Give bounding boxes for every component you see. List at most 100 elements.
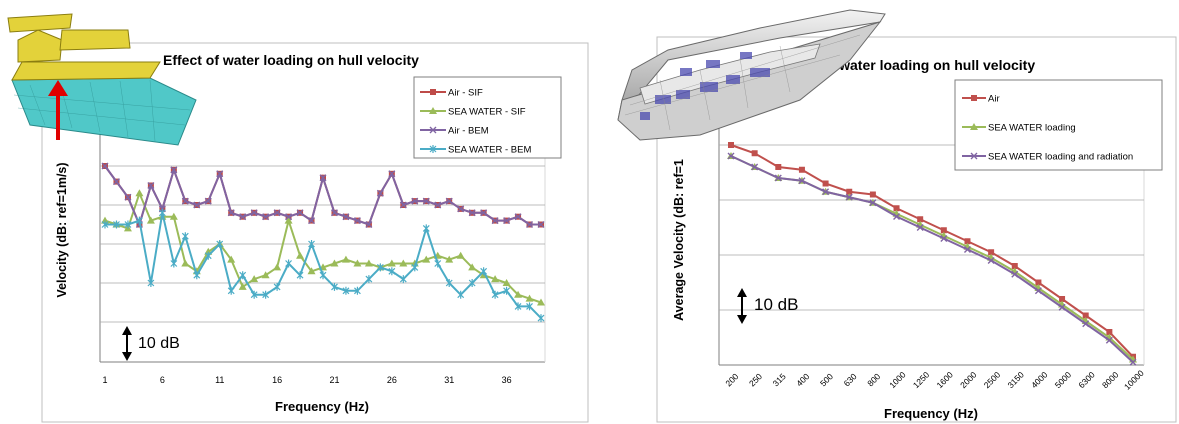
left-data-point [273, 263, 282, 271]
right-data-point [845, 193, 853, 201]
left-data-point [399, 201, 407, 209]
left-data-point [480, 209, 488, 217]
left-data-point [422, 255, 431, 263]
right-data-point [940, 227, 947, 234]
left-legend-marker [429, 107, 437, 114]
left-data-point [170, 259, 178, 268]
left-legend-label: SEA WATER - BEM [448, 145, 531, 156]
left-data-point [273, 282, 281, 291]
left-legend-label: Air - BEM [448, 126, 489, 137]
excitation-arrow-head [48, 80, 68, 96]
left-x-tick-label: 1 [102, 375, 107, 385]
left-data-point [387, 259, 396, 267]
left-legend: Air - SIF SEA WATER - SIF Air - BEM SEA WAT… [413, 76, 562, 159]
left-data-point [308, 217, 316, 225]
left-scale-label: 10 dB [138, 335, 180, 352]
left-data-point [181, 197, 189, 205]
left-legend-box [413, 76, 562, 159]
left-x-tick-label: 6 [160, 375, 165, 385]
left-data-point [376, 189, 384, 197]
left-data-point [296, 271, 304, 280]
left-data-point [526, 221, 534, 228]
left-data-point [388, 267, 396, 276]
left-data-point [480, 267, 488, 276]
left-data-point [101, 162, 109, 170]
left-data-point [537, 298, 545, 306]
left-data-point [239, 271, 247, 280]
right-legend-label: SEA WATER loading and radiation [988, 152, 1133, 163]
yacht-model-image [617, 9, 886, 141]
right-legend-item: SEA WATER loading and radiation [962, 152, 1133, 163]
right-chart: of water loading on hull velocity 200 250… [617, 9, 1177, 423]
right-data-point [988, 249, 995, 256]
left-data-point [457, 290, 465, 299]
right-data-point [751, 163, 759, 171]
right-legend-marker [971, 95, 977, 101]
left-chart-title: Effect of water loading on hull velocity [163, 52, 419, 68]
right-data-point [1082, 320, 1090, 328]
left-data-point [193, 271, 201, 280]
left-data-point [250, 290, 258, 299]
left-data-point [319, 271, 327, 280]
left-data-point [158, 208, 166, 217]
left-legend-marker [429, 145, 437, 153]
right-scale-annotation: 10 dB [737, 288, 798, 324]
left-data-point [353, 217, 361, 225]
left-data-point [525, 294, 534, 302]
left-data-point [434, 259, 442, 268]
left-data-point [445, 197, 453, 205]
hull-model-image [7, 13, 197, 146]
left-legend-item: Air - BEM [420, 126, 489, 137]
left-x-tick-label: 16 [272, 375, 282, 385]
left-scale-annotation: 10 dB [122, 326, 180, 361]
right-data-point [916, 224, 924, 231]
left-data-point [216, 170, 224, 178]
left-x-axis-label: Frequency (Hz) [275, 399, 369, 414]
left-data-point [124, 193, 132, 201]
right-data-point [1034, 287, 1042, 295]
right-data-point [774, 174, 782, 182]
left-data-point [262, 290, 270, 299]
right-y-axis-label: Average Velocity (dB: ref=1 [672, 159, 686, 321]
right-data-point [1058, 303, 1066, 311]
right-series-line [730, 144, 1134, 358]
left-data-point [330, 259, 339, 267]
right-data-point [822, 180, 829, 187]
right-data-point [727, 152, 735, 160]
left-data-point [296, 251, 305, 259]
left-data-point [307, 267, 316, 275]
left-data-point [411, 263, 419, 272]
right-data-point [893, 205, 900, 212]
right-data-point [1082, 312, 1089, 319]
right-scale-label: 10 dB [754, 295, 798, 314]
left-data-point [261, 271, 270, 279]
left-data-point [457, 205, 465, 213]
left-data-point [388, 170, 396, 178]
left-data-point [491, 275, 500, 283]
right-scale-arrow-head-up [737, 288, 747, 297]
left-data-point [124, 220, 132, 229]
left-data-point [285, 213, 293, 221]
left-data-point [262, 213, 270, 221]
right-data-point [893, 213, 901, 220]
right-legend-label: Air [988, 94, 1000, 105]
left-data-point [399, 275, 407, 284]
right-legend-label: SEA WATER loading [988, 123, 1076, 134]
left-data-point [526, 302, 533, 311]
right-scale-arrow-head-down [737, 315, 747, 324]
right-chart-title: of water loading on hull velocity [822, 57, 1035, 73]
left-data-point [365, 221, 373, 228]
right-data-point [1011, 270, 1019, 278]
left-data-point [227, 286, 235, 295]
left-series-group [101, 162, 545, 323]
left-series-4 [101, 208, 545, 323]
right-data-point [1011, 263, 1018, 269]
right-data-point [963, 246, 971, 253]
left-data-point [204, 197, 212, 205]
right-legend-item: SEA WATER loading [962, 123, 1076, 134]
left-data-point [491, 290, 499, 299]
left-data-point [514, 213, 522, 221]
right-data-point [1129, 358, 1137, 366]
left-scale-arrow-head-down [122, 352, 132, 361]
